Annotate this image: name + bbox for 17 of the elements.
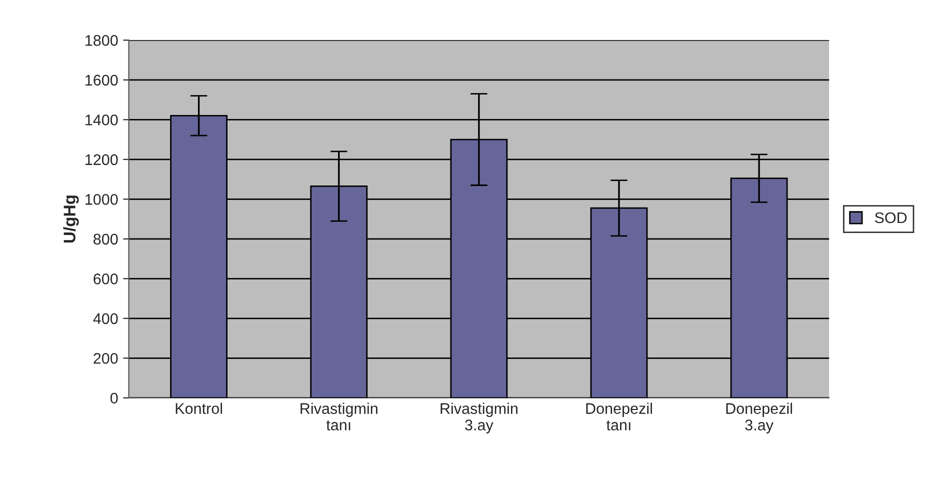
x-tick-label: Rivastigmin 3.ay bbox=[440, 402, 518, 434]
x-tick-label: Donepezil tanı bbox=[586, 402, 652, 430]
y-tick-label: 1800 bbox=[86, 35, 118, 46]
y-tick-label: 1000 bbox=[86, 194, 118, 205]
y-tick-label: 400 bbox=[93, 313, 118, 324]
y-tick-label: 800 bbox=[94, 234, 118, 245]
legend-label: SOD bbox=[874, 212, 907, 224]
y-tick-label: 1200 bbox=[86, 154, 118, 166]
x-tick-label: Rivastigmin tanı bbox=[300, 402, 378, 430]
y-tick-label: 0 bbox=[110, 392, 118, 404]
y-tick-label: 600 bbox=[94, 274, 118, 284]
x-tick-label: Kontrol bbox=[176, 402, 222, 414]
y-tick-label: 200 bbox=[94, 353, 118, 364]
x-tick-label: Donepezil 3.ay bbox=[726, 402, 792, 434]
y-axis-title: U/gHg bbox=[63, 196, 79, 243]
y-tick-label: 1600 bbox=[86, 74, 118, 86]
y-tick-label: 1400 bbox=[86, 114, 118, 126]
